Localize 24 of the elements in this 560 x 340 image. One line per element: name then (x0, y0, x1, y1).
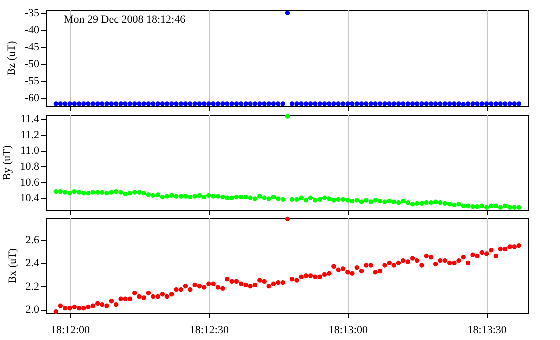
x-tick-label: 18:12:30 (190, 324, 230, 336)
y-tick-label: 11.2 (20, 129, 40, 142)
y-tick-label: 10.6 (20, 176, 40, 189)
y-tick-label: -55 (24, 75, 40, 88)
y-axis-title: Bz (uT) (6, 40, 18, 76)
y-tick-label: -40 (24, 24, 40, 37)
y-tick-label: 10.4 (20, 192, 40, 205)
x-tick-label: 18:12:00 (50, 324, 91, 336)
x-tick-label: 18:13:30 (468, 324, 508, 336)
y-tick-label: -60 (24, 92, 40, 104)
y-tick-label: 11.0 (20, 145, 40, 158)
x-tick-label: 18:13:00 (328, 324, 368, 336)
y-tick-label: 2.0 (26, 304, 40, 316)
y-tick-label: -50 (24, 58, 40, 70)
y-tick-label: 10.8 (20, 160, 40, 173)
y-tick-label: -45 (24, 41, 40, 54)
y-tick-label: -35 (24, 8, 40, 20)
y-axis-title: By (uT) (1, 145, 14, 181)
y-tick-label: 2.6 (26, 234, 40, 247)
y-tick-label: 2.4 (26, 258, 40, 270)
y-tick-label: 11.4 (20, 113, 40, 126)
y-tick-label: 2.2 (26, 280, 40, 293)
annotation: Mon 29 Dec 2008 18:12:46 (64, 14, 186, 26)
y-axis-title: Bx (uT) (6, 248, 19, 284)
